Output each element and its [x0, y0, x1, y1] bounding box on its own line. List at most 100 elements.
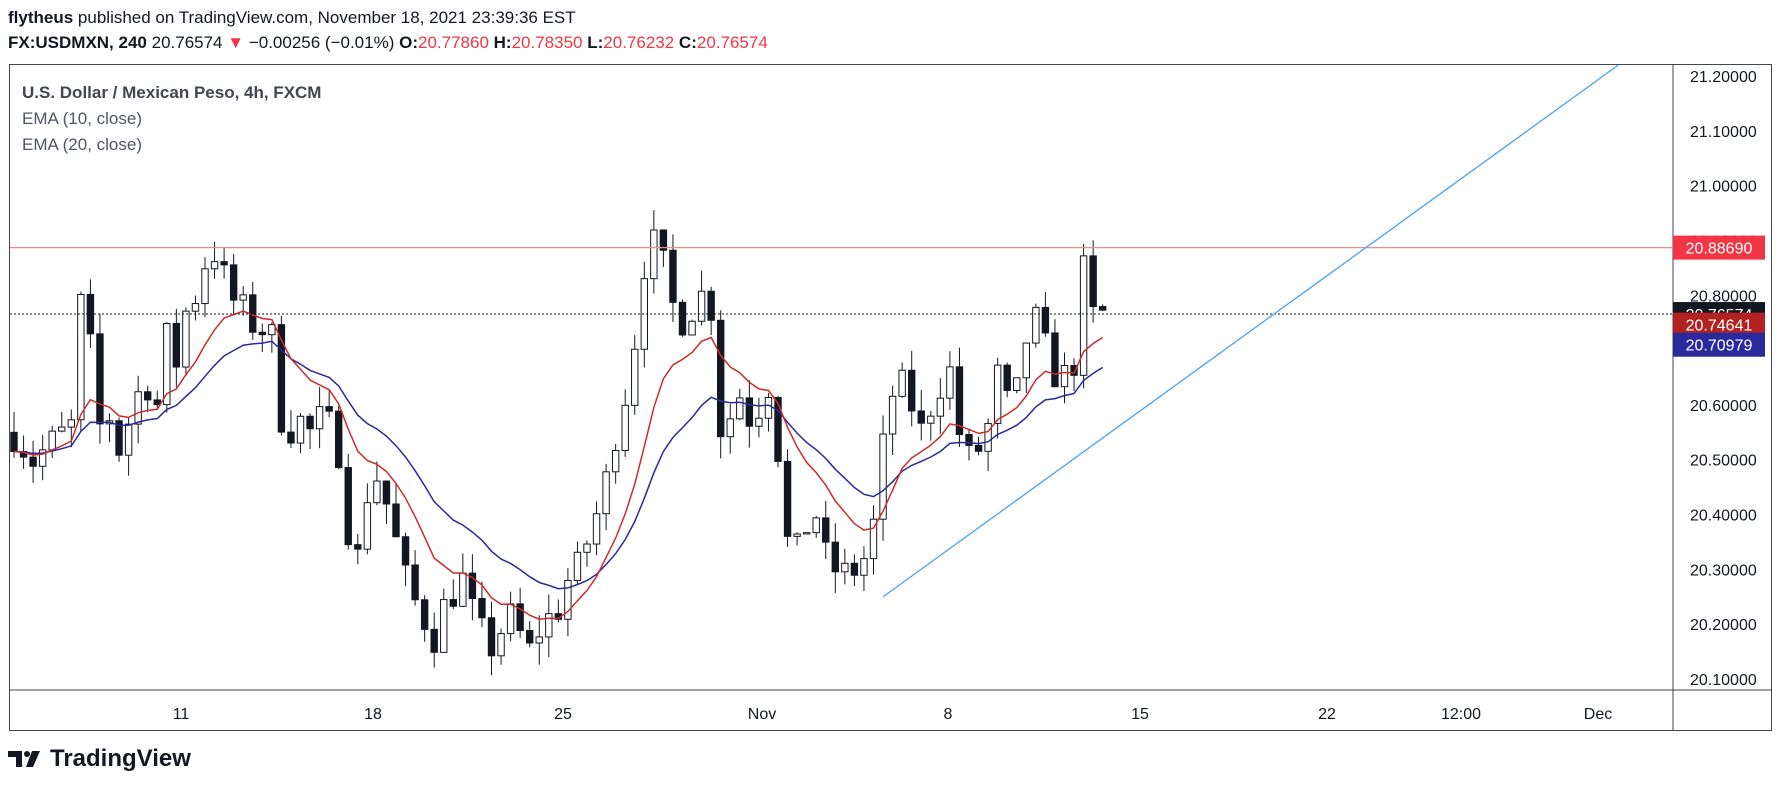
- candle-body: [268, 324, 276, 336]
- candle-body: [459, 572, 467, 607]
- x-tick-label: Dec: [1584, 706, 1612, 723]
- legend-ema10[interactable]: EMA (10, close): [22, 109, 142, 128]
- ema10-badge-label: 20.74641: [1686, 318, 1753, 335]
- candle-body: [1099, 306, 1107, 311]
- legend-title[interactable]: U.S. Dollar / Mexican Peso, 4h, FXCM: [22, 83, 322, 102]
- candle-body: [115, 420, 123, 456]
- candle-body: [1013, 377, 1021, 391]
- candle-body: [58, 426, 66, 432]
- y-tick-label: 20.60000: [1690, 398, 1757, 415]
- high-label: H:: [493, 33, 512, 52]
- candle-body: [831, 541, 839, 573]
- resistance-badge: [1673, 235, 1765, 260]
- candle-body: [315, 406, 324, 430]
- candle-body: [229, 264, 238, 301]
- candle-body: [774, 396, 782, 462]
- candle-body: [583, 543, 591, 553]
- candle-body: [822, 517, 830, 543]
- candle-body: [306, 415, 314, 430]
- candle-body: [869, 518, 878, 560]
- ema20-badge-label: 20.70979: [1686, 338, 1753, 355]
- candle-body: [201, 268, 209, 305]
- open-value: 20.77860: [418, 33, 489, 52]
- candle-body: [1051, 332, 1059, 388]
- candle-body: [449, 599, 458, 607]
- candle-body: [793, 533, 801, 537]
- candle-body: [96, 333, 104, 425]
- candle-body: [354, 544, 362, 550]
- candle-body: [965, 434, 973, 446]
- candle-body: [411, 564, 419, 601]
- candle-body: [134, 391, 142, 425]
- candle-body: [382, 480, 391, 505]
- low-label: L:: [587, 33, 604, 52]
- legend-ema20[interactable]: EMA (20, close): [22, 135, 142, 154]
- candle-body: [611, 450, 620, 473]
- candle-body: [373, 480, 381, 504]
- candle-body: [745, 397, 754, 427]
- price-change: −0.00256 (−0.01%): [248, 33, 395, 52]
- publisher-name[interactable]: flytheus: [8, 8, 74, 27]
- candle-body: [10, 431, 18, 453]
- symbol: FX:USDMXN, 240: [8, 33, 147, 52]
- candle-body: [478, 598, 486, 619]
- tradingview-logo[interactable]: TradingView: [8, 745, 191, 773]
- y-tick-label: 21.00000: [1690, 179, 1757, 196]
- last-price: 20.76574: [151, 33, 223, 52]
- x-tick-label: 22: [1318, 706, 1336, 723]
- candle-body: [468, 572, 477, 600]
- resistance-badge-label: 20.88690: [1686, 241, 1753, 258]
- y-tick-label: 20.50000: [1690, 453, 1757, 470]
- candle-body: [564, 579, 572, 620]
- open-label: O:: [399, 33, 418, 52]
- candle-body: [325, 406, 333, 412]
- candle-body: [974, 444, 983, 452]
- candle-body: [888, 395, 897, 435]
- y-tick-label: 21.20000: [1690, 69, 1757, 86]
- candle-body: [908, 369, 916, 412]
- candle-body: [1070, 365, 1078, 376]
- close-label: C:: [678, 33, 697, 52]
- down-arrow-icon: ▼: [227, 33, 245, 52]
- y-tick-label: 20.80000: [1690, 288, 1757, 305]
- candle-body: [736, 397, 744, 420]
- x-tick-label: Nov: [748, 706, 776, 723]
- candle-body: [697, 290, 706, 322]
- candle-body: [1003, 364, 1011, 391]
- x-tick-label: 15: [1131, 706, 1149, 723]
- brand-name: TradingView: [50, 745, 191, 772]
- candle-body: [401, 536, 410, 566]
- candle-body: [1032, 306, 1040, 344]
- candle-body: [210, 261, 219, 270]
- candle-body: [841, 562, 849, 573]
- candle-body: [77, 293, 85, 421]
- candle-body: [48, 430, 56, 451]
- candle-body: [239, 294, 247, 301]
- symbol-info: FX:USDMXN, 240 20.76574 ▼ −0.00256 (−0.0…: [8, 33, 768, 53]
- candle-body: [430, 628, 438, 653]
- candle-body: [707, 290, 715, 321]
- ema20-badge: [1673, 332, 1765, 357]
- candle-body: [535, 636, 543, 644]
- candle-body: [573, 551, 582, 581]
- candle-body: [182, 310, 190, 368]
- candle-body: [124, 423, 133, 456]
- candle-body: [631, 348, 639, 406]
- x-tick-label: 12:00: [1441, 706, 1481, 723]
- candle-body: [602, 471, 610, 515]
- candle-body: [812, 517, 820, 534]
- candle-body: [392, 503, 400, 538]
- candle-body: [688, 320, 696, 336]
- high-value: 20.78350: [511, 33, 583, 52]
- publish-info: flytheus published on TradingView.com, N…: [8, 8, 576, 28]
- y-tick-label: 21.10000: [1690, 124, 1757, 141]
- candle-body: [545, 613, 553, 638]
- candle-body: [220, 261, 228, 266]
- y-tick-label: 20.30000: [1690, 562, 1757, 579]
- chart-frame[interactable]: [9, 64, 1772, 731]
- candle-body: [879, 433, 887, 520]
- tradingview-logo-icon: [8, 751, 40, 767]
- candle-body: [1041, 306, 1050, 334]
- candle-body: [917, 410, 925, 424]
